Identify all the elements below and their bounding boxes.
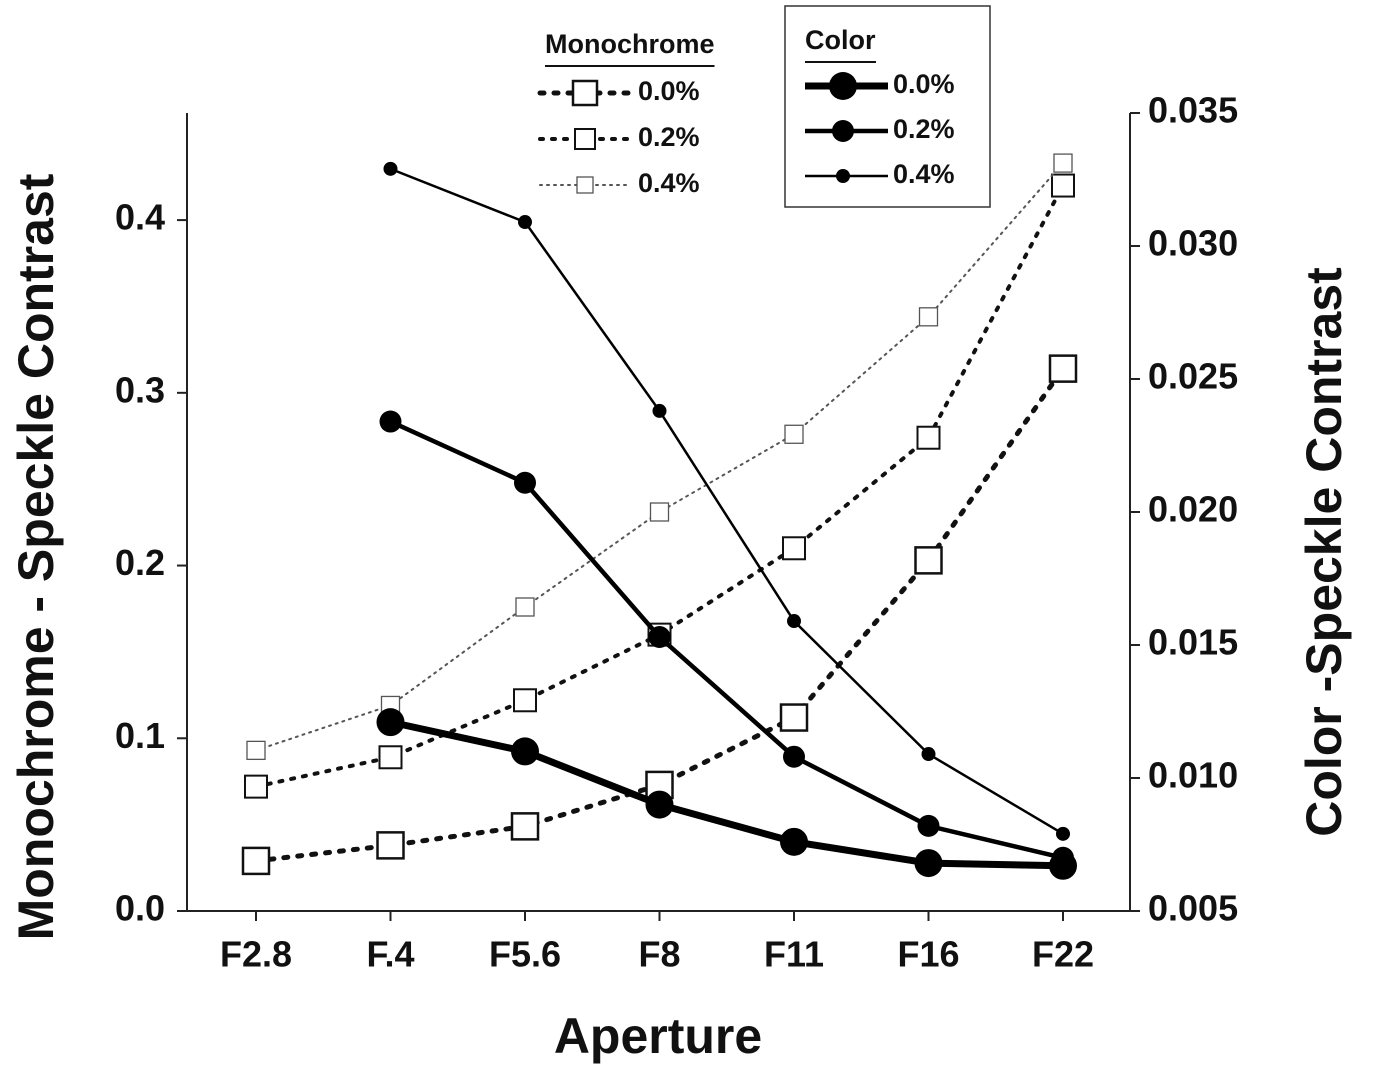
y-tick-label: 0.1 <box>115 715 165 756</box>
point <box>914 546 943 575</box>
series-line <box>388 419 1066 861</box>
point <box>916 425 941 450</box>
point <box>787 614 801 629</box>
legend-label: 0.0% <box>638 76 700 106</box>
y2-tick-label: 0.010 <box>1148 755 1238 796</box>
x-tick-label: F5.6 <box>489 934 561 975</box>
series-line <box>254 183 1065 789</box>
point <box>515 597 535 617</box>
legend-label: 0.2% <box>893 114 955 144</box>
y-axis-title: Monochrome - Speckle Contrast <box>8 173 64 940</box>
y2-tick-label: 0.020 <box>1148 489 1238 530</box>
legend-marker <box>836 169 850 183</box>
y2-axis-title: Color -Speckle Contrast <box>1296 267 1352 837</box>
point <box>246 740 266 761</box>
legend-marker <box>574 128 596 150</box>
legend-label: 0.4% <box>638 168 700 198</box>
y-tick-label: 0.3 <box>115 369 165 410</box>
point <box>783 745 805 768</box>
legend-label: 0.2% <box>638 122 700 152</box>
point <box>914 849 943 878</box>
point <box>378 745 403 770</box>
point <box>383 161 398 176</box>
x-tick-label: F11 <box>764 934 824 975</box>
series-line <box>389 167 1065 836</box>
point <box>645 770 674 800</box>
point <box>645 790 674 819</box>
legend-marker <box>571 79 599 107</box>
y2-tick-label: 0.030 <box>1148 223 1238 264</box>
point <box>511 737 539 766</box>
point <box>918 307 939 327</box>
legend-label: 0.4% <box>893 159 955 189</box>
x-axis-title: Aperture <box>554 1008 762 1064</box>
x-tick-label: F16 <box>897 934 959 975</box>
x-tick-label: F22 <box>1032 934 1094 975</box>
point <box>782 536 806 561</box>
y2-tick-label: 0.005 <box>1148 888 1238 929</box>
point <box>1052 846 1074 869</box>
point <box>376 708 405 737</box>
legend-label: 0.0% <box>893 69 955 99</box>
point <box>1051 173 1075 198</box>
point <box>514 471 536 494</box>
y2-tick-label: 0.025 <box>1148 356 1238 397</box>
point <box>779 703 809 732</box>
point <box>244 774 268 799</box>
y-tick-label: 0.4 <box>115 197 165 238</box>
point <box>518 215 532 230</box>
point <box>780 827 808 856</box>
point <box>652 403 667 418</box>
point <box>513 688 537 713</box>
color-legend-frame <box>784 5 991 208</box>
series-line <box>387 718 1067 870</box>
point <box>241 846 271 876</box>
point <box>921 747 936 762</box>
point <box>917 814 940 837</box>
legend-marker <box>829 72 857 100</box>
point <box>376 831 405 860</box>
legend-title: Monochrome <box>545 29 715 59</box>
point <box>648 626 671 649</box>
x-tick-label: F.4 <box>366 934 414 975</box>
point <box>1056 826 1070 841</box>
legend-marker <box>832 120 854 142</box>
y2-tick-label: 0.015 <box>1148 622 1238 663</box>
y-tick-label: 0.2 <box>115 542 165 583</box>
y-tick-label: 0.0 <box>115 888 165 929</box>
point <box>784 424 804 444</box>
x-tick-label: F2.8 <box>220 934 292 975</box>
x-tick-label: F8 <box>638 934 680 975</box>
point <box>379 410 402 433</box>
legend-title: Color <box>805 25 876 55</box>
point <box>1048 354 1078 383</box>
point <box>510 812 540 841</box>
series-line <box>255 162 1064 752</box>
point <box>1053 153 1073 173</box>
y2-tick-label: 0.035 <box>1148 90 1238 131</box>
legend-marker <box>576 176 594 194</box>
point <box>649 502 670 522</box>
